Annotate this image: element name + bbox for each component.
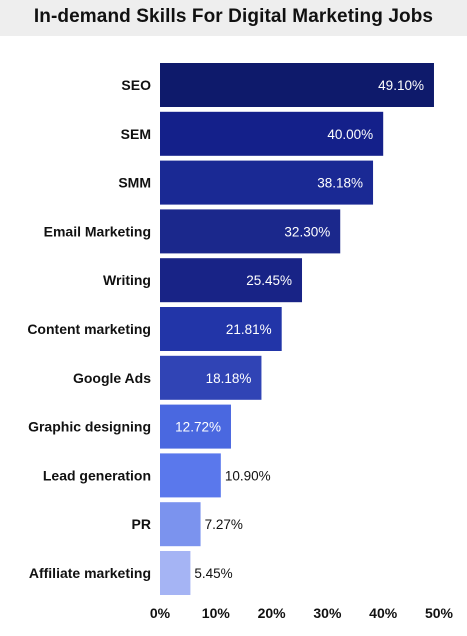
value-labels: 49.10% 40.00% 38.18% 32.30% 25.45% 21.81% 18.1… <box>175 78 424 581</box>
category-label-0: SEO <box>121 77 151 93</box>
bar-1 <box>160 111 384 156</box>
bar-10 <box>160 551 191 595</box>
x-tick-0: 0% <box>150 605 171 621</box>
value-label-8: 10.90% <box>225 468 271 483</box>
x-tick-2: 20% <box>258 605 287 621</box>
category-label-7: Graphic designing <box>28 419 151 435</box>
chart-title: In-demand Skills For Digital Marketing J… <box>33 6 434 27</box>
value-label-9: 7.27% <box>205 517 243 532</box>
category-label-8: Lead generation <box>43 467 151 483</box>
bar-6 <box>160 355 262 400</box>
bar-7 <box>160 404 231 449</box>
category-label-4: Writing <box>103 272 151 288</box>
bar-8 <box>160 453 221 498</box>
bar-3 <box>160 209 341 254</box>
category-label-2: SMM <box>118 175 151 191</box>
category-label-10: Affiliate marketing <box>29 565 151 581</box>
value-label-1: 40.00% <box>327 127 373 142</box>
bars-group <box>160 63 434 595</box>
category-label-6: Google Ads <box>73 370 151 386</box>
category-label-9: PR <box>132 516 151 532</box>
category-label-3: Email Marketing <box>44 223 151 239</box>
category-label-1: SEM <box>121 126 151 142</box>
category-label-5: Content marketing <box>27 321 151 337</box>
value-label-4: 25.45% <box>246 273 292 288</box>
value-label-10: 5.45% <box>194 566 232 581</box>
value-label-7: 12.72% <box>175 420 221 435</box>
bar-0 <box>160 63 434 107</box>
category-labels: SEO SEM SMM Email Marketing Writing Content m… <box>27 77 151 581</box>
bar-4 <box>160 258 303 303</box>
bar-9 <box>160 502 201 547</box>
value-label-2: 38.18% <box>317 176 363 191</box>
value-label-0: 49.10% <box>378 78 424 93</box>
bar-2 <box>160 160 374 205</box>
x-tick-5: 50% <box>425 605 454 621</box>
title-bar <box>0 0 467 36</box>
x-tick-3: 30% <box>313 605 342 621</box>
x-tick-4: 40% <box>369 605 398 621</box>
bar-5 <box>160 307 282 351</box>
x-axis-ticks: 0% 10% 20% 30% 40% 50% <box>150 605 454 621</box>
value-label-5: 21.81% <box>226 322 272 337</box>
value-label-6: 18.18% <box>206 371 252 386</box>
x-tick-1: 10% <box>202 605 231 621</box>
value-label-3: 32.30% <box>284 224 330 239</box>
